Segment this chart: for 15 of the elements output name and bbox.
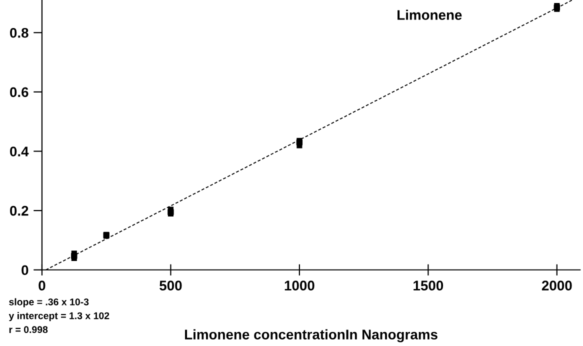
x-tick-label: 2000: [542, 280, 572, 290]
x-tick-label: 1500: [414, 280, 444, 290]
text: r = 0.998: [9, 326, 48, 334]
y-tick-label: 0.4: [10, 146, 29, 156]
y-tick-label: 0.8: [10, 28, 28, 38]
x-axis-title: Limonene concentrationIn Nanograms: [185, 329, 438, 342]
text: y intercept = 1.3 x 102: [8, 312, 110, 322]
x-tick-label: 1000: [284, 280, 314, 290]
y-tick-label: 0.2: [10, 206, 28, 216]
x-tick-label: 0: [38, 280, 46, 290]
text: Limonene: [398, 10, 462, 20]
y-tick-label: 0: [22, 265, 28, 276]
x-tick-label: 500: [160, 280, 182, 290]
y-tick-label: 0.6: [10, 87, 28, 98]
text: slope = .36 x 10-3: [9, 298, 89, 308]
